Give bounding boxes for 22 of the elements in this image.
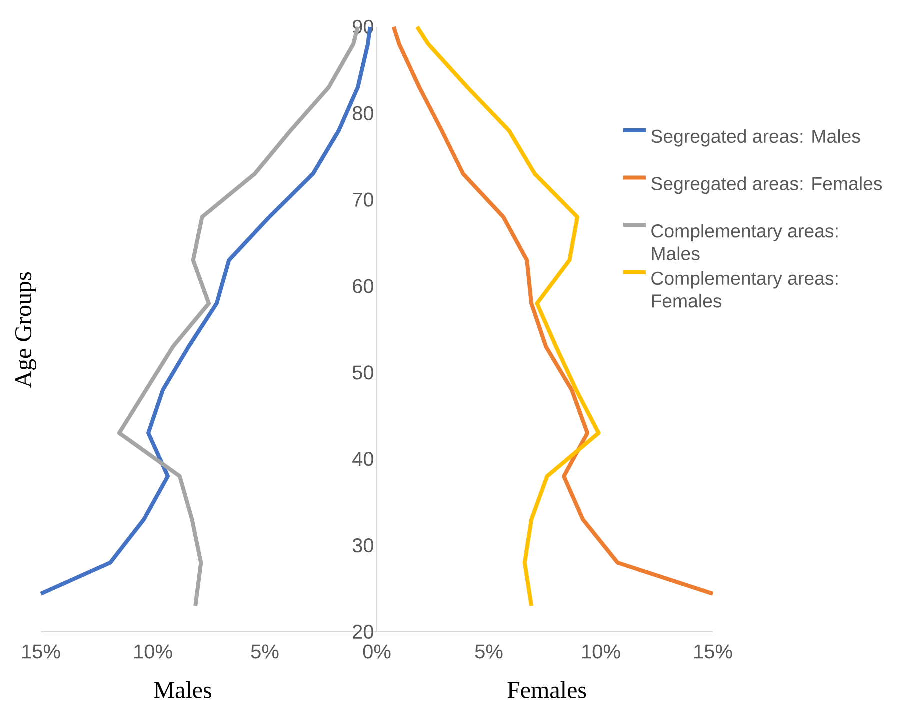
- x-tick-label: 15%: [694, 644, 732, 659]
- legend-label: Complementary areas: Females: [652, 271, 838, 308]
- y-tick-label: 20: [353, 624, 374, 640]
- legend-label: Complementary areas: Males: [652, 224, 838, 260]
- x-axis-title: Males: [154, 682, 212, 698]
- x-tick-label: 10%: [134, 644, 172, 659]
- y-axis-title: Age Groups: [15, 272, 37, 388]
- y-tick-label: 70: [353, 192, 374, 207]
- legend-label: Segregated areas: Females: [652, 176, 882, 194]
- x-tick-label: 5%: [251, 644, 279, 659]
- y-tick-label: 80: [352, 106, 374, 120]
- x-tick-label: 15%: [22, 644, 60, 659]
- y-tick-label: 40: [352, 452, 374, 466]
- x-tick-label: 10%: [582, 644, 620, 659]
- x-tick-label: 0%: [363, 644, 391, 659]
- legend-label: Segregated areas: Males: [652, 129, 860, 147]
- y-tick-label: 50: [352, 366, 374, 380]
- x-tick-label: 5%: [475, 644, 503, 659]
- text: Females: [508, 682, 586, 698]
- line-series: [415, 24, 601, 608]
- y-tick-label: 60: [353, 279, 374, 294]
- y-tick-label: 30: [352, 538, 374, 553]
